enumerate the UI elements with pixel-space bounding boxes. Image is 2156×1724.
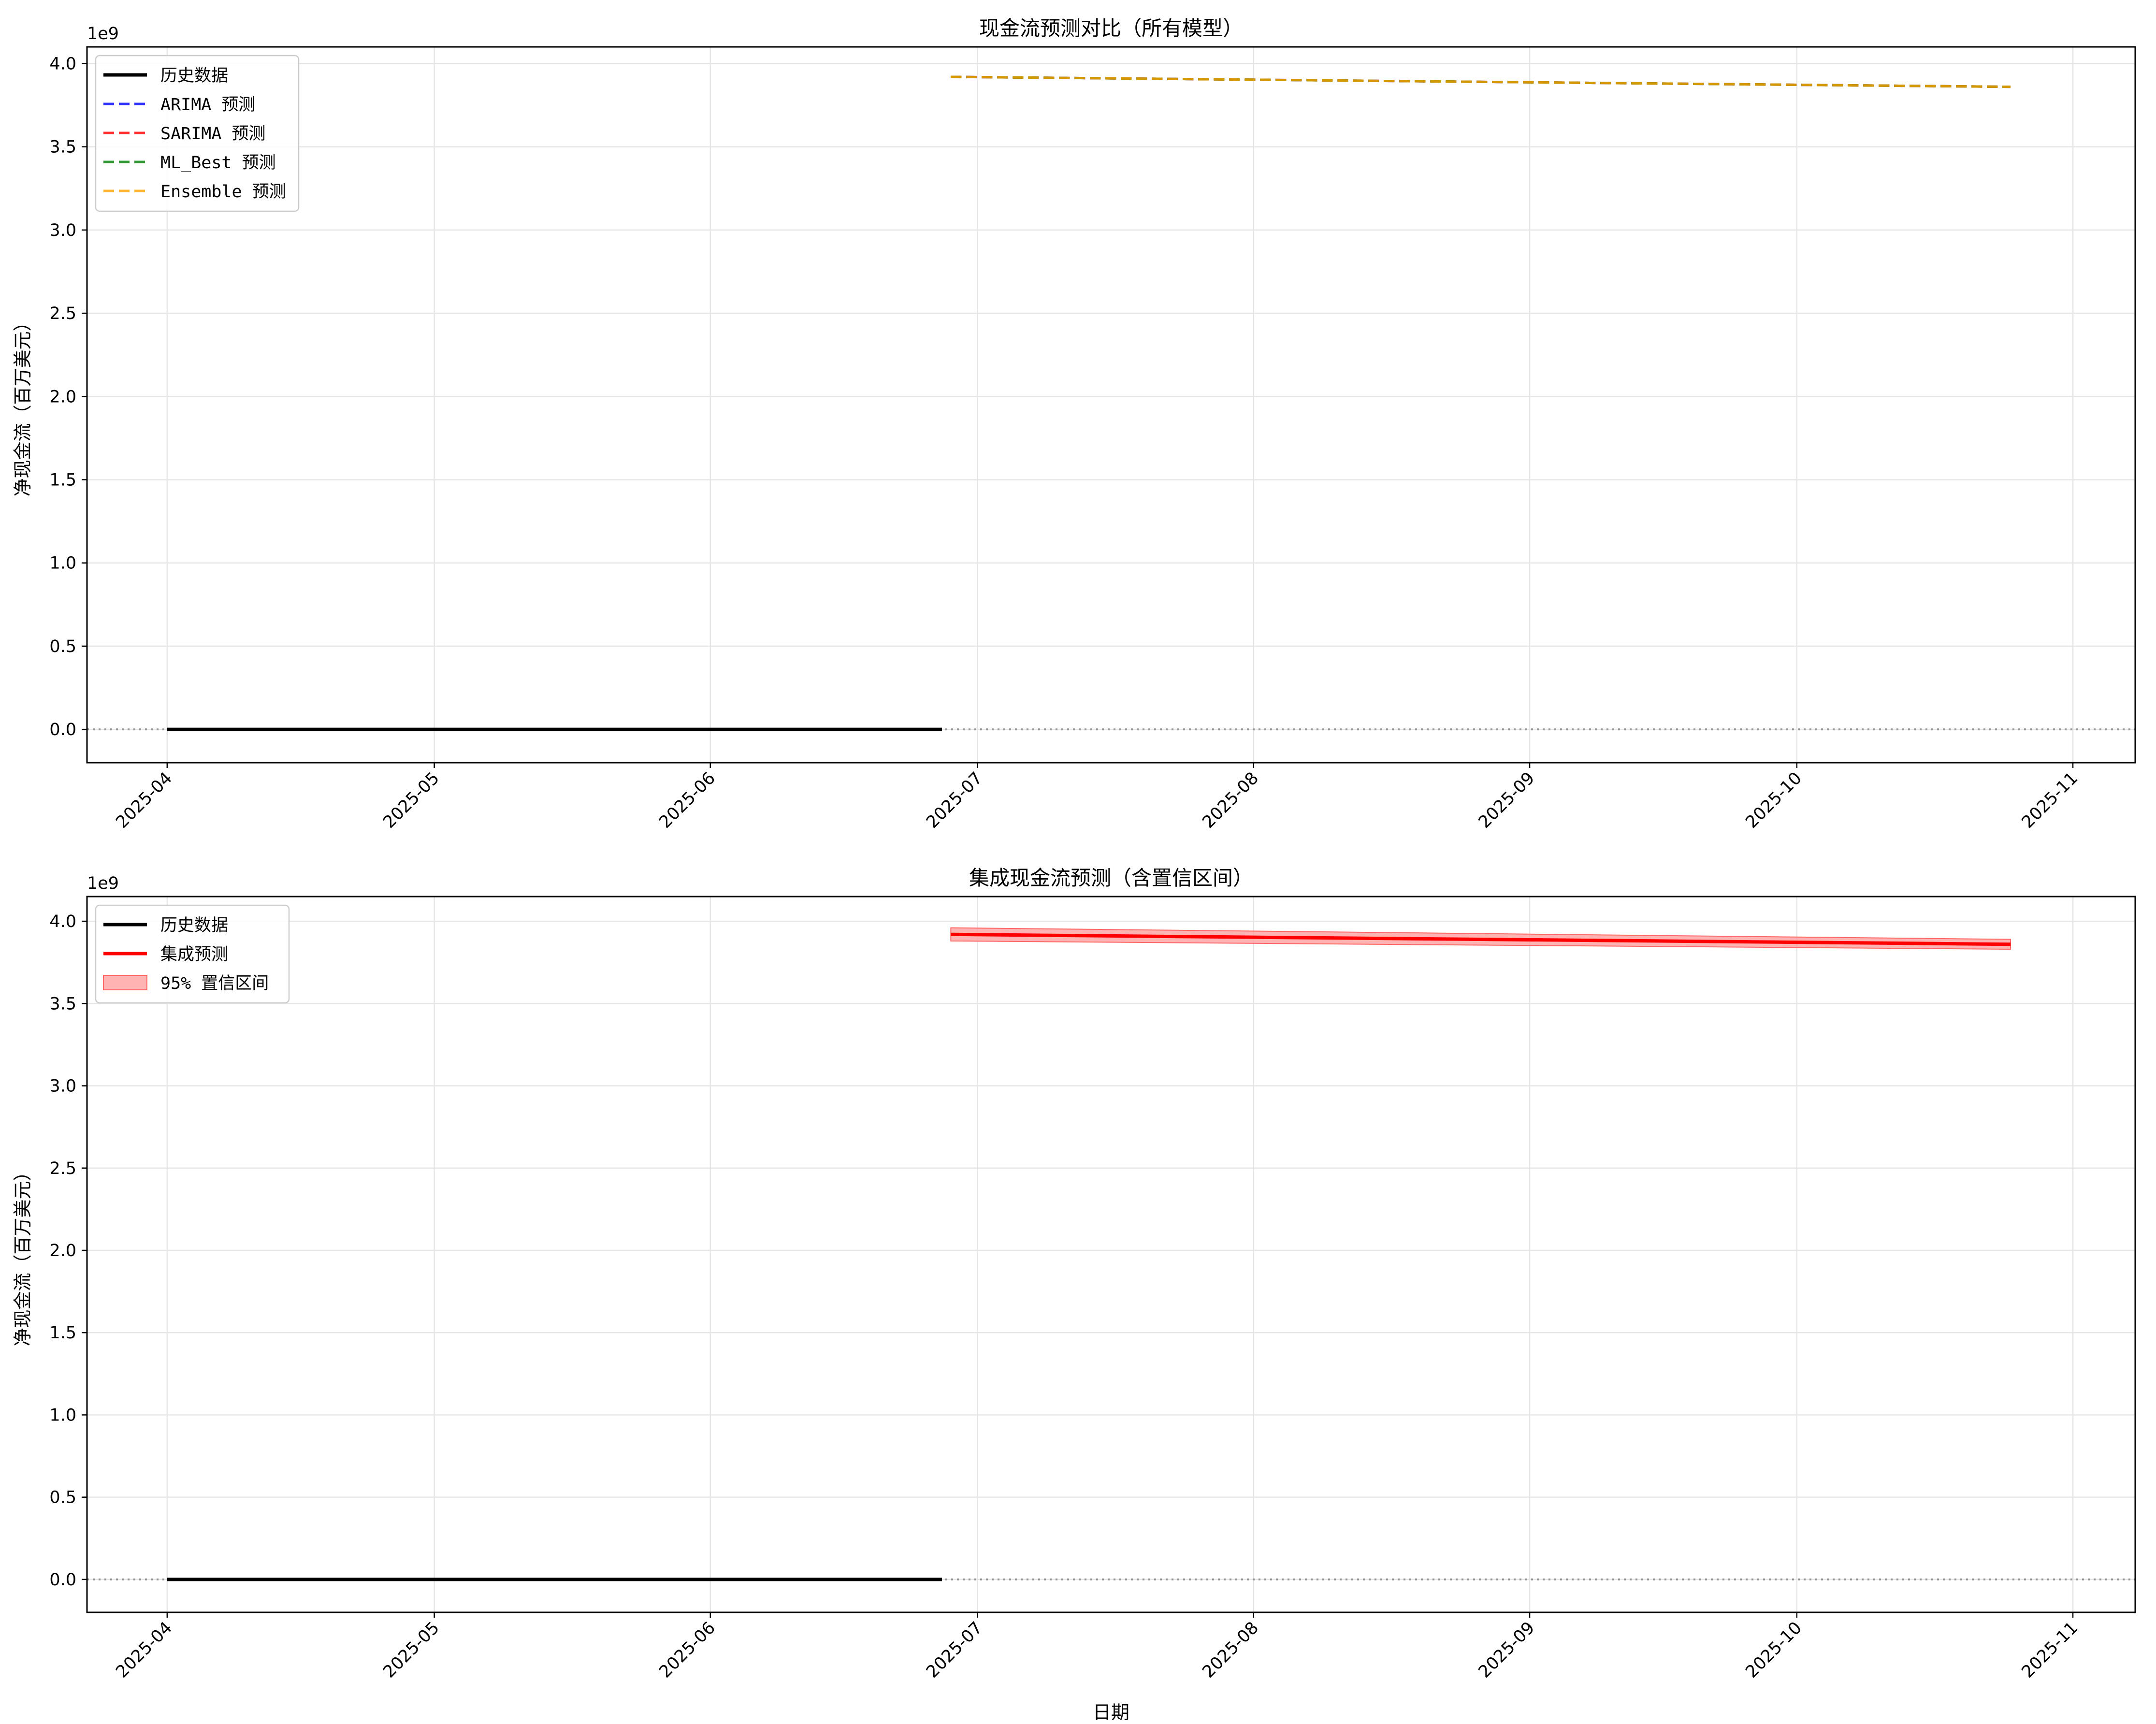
legend-label-1: 集成预测	[160, 945, 228, 964]
x-tick-label-2: 2025-06	[655, 1618, 719, 1682]
series-line-4	[951, 75, 2011, 88]
y-tick-label-1: 0.5	[49, 637, 76, 656]
y-tick-label-3: 1.5	[49, 1323, 76, 1343]
plot-frame	[86, 896, 2136, 1613]
x-tick-label-0: 2025-04	[113, 768, 176, 832]
x-tick-label-4: 2025-08	[1199, 1618, 1262, 1682]
legend-box	[95, 55, 300, 212]
x-tick-label-7: 2025-11	[2018, 1618, 2082, 1682]
y-tick-label-4: 2.0	[49, 387, 76, 406]
plot-frame	[86, 46, 2136, 764]
y-tick-label-2: 1.0	[49, 554, 76, 573]
x-tick-label-7: 2025-11	[2018, 768, 2082, 832]
x-tick-label-1: 2025-05	[379, 768, 443, 832]
y-offset-label: 1e9	[87, 874, 119, 893]
x-tick-label-1: 2025-05	[379, 1618, 443, 1682]
chart-panel-2: 0.0 0.5 1.0 1.5 2.0 2.5 3.0 3.5 4.0 2025-04 2025-0…	[12, 866, 2136, 1723]
x-axis-label: 日期	[1093, 1702, 1129, 1723]
x-tick-label-0: 2025-04	[113, 1618, 176, 1682]
y-tick-label-6: 3.0	[49, 1077, 76, 1096]
legend-label-2: 95% 置信区间	[160, 974, 269, 993]
y-tick-label-0: 0.0	[49, 720, 76, 739]
y-tick-label-8: 4.0	[49, 912, 76, 931]
x-tick-label-6: 2025-10	[1742, 768, 1806, 832]
legend-label-4: Ensemble 预测	[160, 182, 286, 202]
y-axis-label: 净现金流（百万美元）	[12, 1162, 33, 1346]
x-tick-label-4: 2025-08	[1199, 768, 1262, 832]
series-line-1	[951, 932, 2011, 946]
chart-title: 集成现金流预测（含置信区间）	[969, 866, 1253, 890]
y-tick-label-4: 2.0	[49, 1241, 76, 1260]
x-tick-label-2: 2025-06	[655, 768, 719, 832]
legend-label-3: ML_Best 预测	[160, 153, 276, 173]
legend: 历史数据 ARIMA 预测 SARIMA 预测 ML_Best 预测 Ensemble …	[95, 55, 300, 212]
x-tick-label-5: 2025-09	[1475, 768, 1539, 832]
y-tick-label-5: 2.5	[49, 304, 76, 323]
legend-label-2: SARIMA 预测	[160, 124, 266, 144]
y-tick-label-7: 3.5	[49, 138, 76, 157]
y-tick-label-2: 1.0	[49, 1405, 76, 1425]
y-axis-label: 净现金流（百万美元）	[12, 313, 33, 496]
y-tick-label-1: 0.5	[49, 1488, 76, 1507]
chart-title: 现金流预测对比（所有模型）	[979, 16, 1243, 40]
chart-panel-1: 0.0 0.5 1.0 1.5 2.0 2.5 3.0 3.5 4.0 2025-04 2025-0…	[12, 16, 2136, 832]
y-offset-label: 1e9	[87, 24, 119, 43]
legend-swatch-2	[103, 975, 147, 990]
y-tick-label-3: 1.5	[49, 470, 76, 490]
legend-label-0: 历史数据	[160, 916, 228, 935]
y-tick-label-7: 3.5	[49, 994, 76, 1014]
y-tick-label-5: 2.5	[49, 1159, 76, 1178]
y-tick-label-8: 4.0	[49, 54, 76, 73]
x-tick-label-3: 2025-07	[923, 1618, 986, 1682]
legend-label-1: ARIMA 预测	[160, 95, 255, 115]
x-tick-label-6: 2025-10	[1742, 1618, 1806, 1682]
x-tick-label-3: 2025-07	[923, 768, 986, 832]
legend-label-0: 历史数据	[160, 66, 228, 86]
y-tick-label-0: 0.0	[49, 1570, 76, 1590]
y-tick-label-6: 3.0	[49, 221, 76, 240]
x-tick-label-5: 2025-09	[1475, 1618, 1539, 1682]
